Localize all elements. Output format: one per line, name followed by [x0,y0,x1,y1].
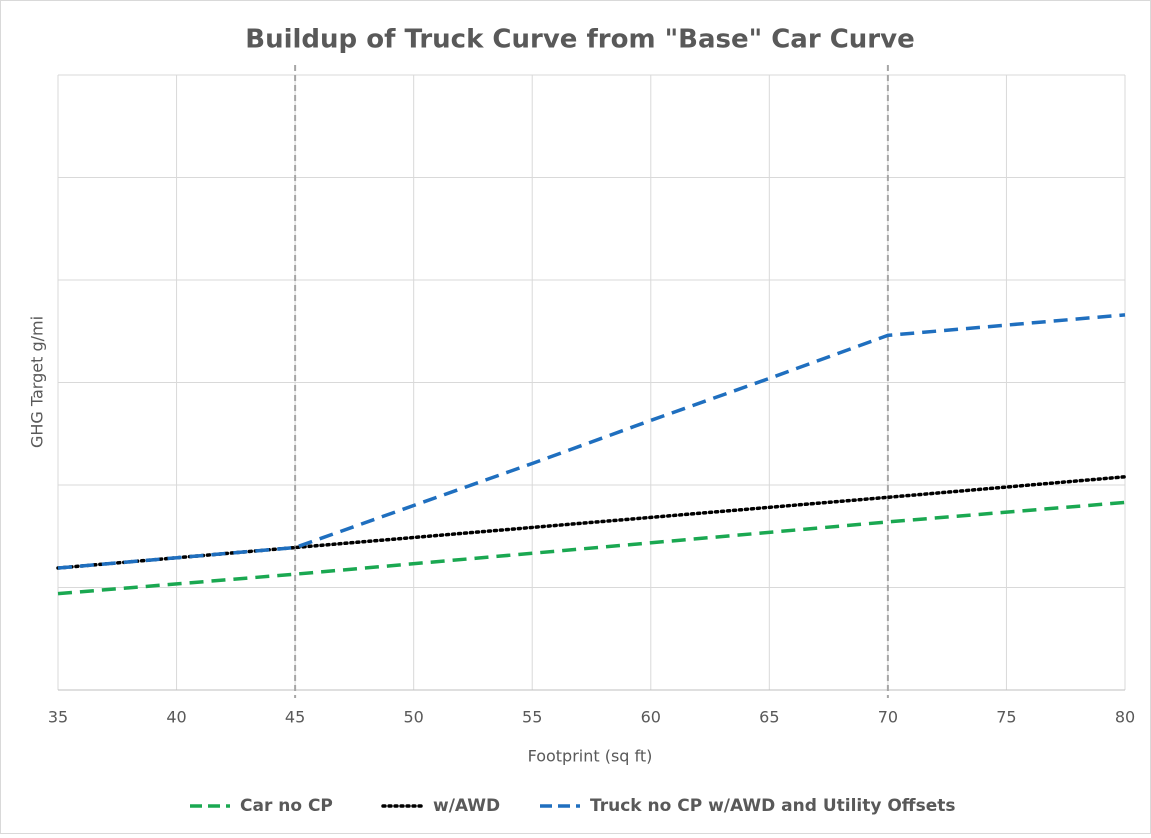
line-series [57,500,1126,596]
x-tick-label: 40 [166,708,186,727]
x-tick-label: 80 [1115,708,1135,727]
legend-label: w/AWD [433,796,500,816]
legend-label: Car no CP [240,796,333,816]
x-tick-label: 45 [285,708,305,727]
x-tick-label: 65 [759,708,779,727]
x-tick-label: 75 [996,708,1016,727]
x-tick-label: 55 [522,708,542,727]
line-series [57,313,1126,570]
x-tick-label: 35 [48,708,68,727]
x-tick-label: 60 [641,708,661,727]
y-axis-label: GHG Target g/mi [28,316,47,448]
x-tick-label: 50 [403,708,423,727]
x-axis-label: Footprint (sq ft) [528,747,653,766]
chart-title: Buildup of Truck Curve from "Base" Car C… [245,25,914,55]
legend-label: Truck no CP w/AWD and Utility Offsets [590,796,955,816]
x-tick-label: 70 [878,708,898,727]
